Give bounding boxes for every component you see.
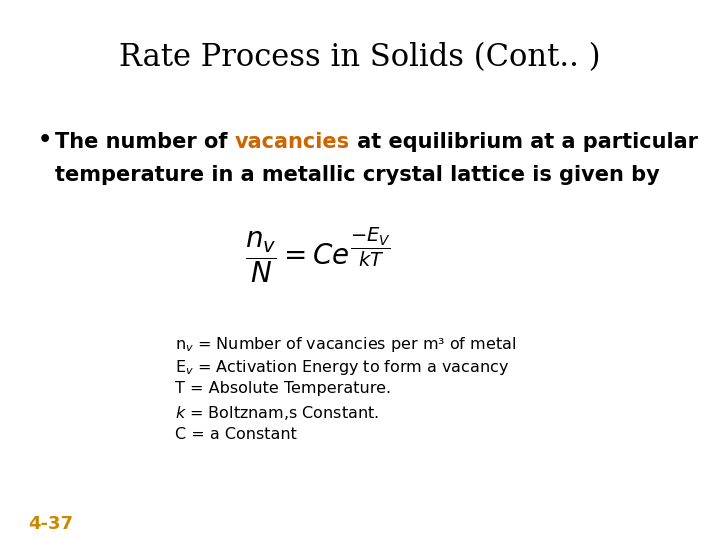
Text: C = a Constant: C = a Constant — [175, 427, 297, 442]
Text: n$_{v}$ = Number of vacancies per m³ of metal: n$_{v}$ = Number of vacancies per m³ of … — [175, 335, 516, 354]
Text: temperature in a metallic crystal lattice is given by: temperature in a metallic crystal lattic… — [55, 165, 660, 185]
Text: Rate Process in Solids (Cont.. ): Rate Process in Solids (Cont.. ) — [120, 42, 600, 73]
Text: at equilibrium at a particular: at equilibrium at a particular — [350, 132, 698, 152]
Text: T = Absolute Temperature.: T = Absolute Temperature. — [175, 381, 391, 396]
Text: vacancies: vacancies — [235, 132, 350, 152]
Text: $k$ = Boltznam,s Constant.: $k$ = Boltznam,s Constant. — [175, 404, 379, 422]
Text: 4-37: 4-37 — [28, 515, 73, 533]
Text: $\dfrac{n_v}{N} = Ce^{\dfrac{-E_V}{kT}}$: $\dfrac{n_v}{N} = Ce^{\dfrac{-E_V}{kT}}$ — [245, 225, 391, 285]
Text: The number of: The number of — [55, 132, 235, 152]
Text: E$_{v}$ = Activation Energy to form a vacancy: E$_{v}$ = Activation Energy to form a va… — [175, 358, 509, 377]
Text: •: • — [38, 130, 53, 150]
